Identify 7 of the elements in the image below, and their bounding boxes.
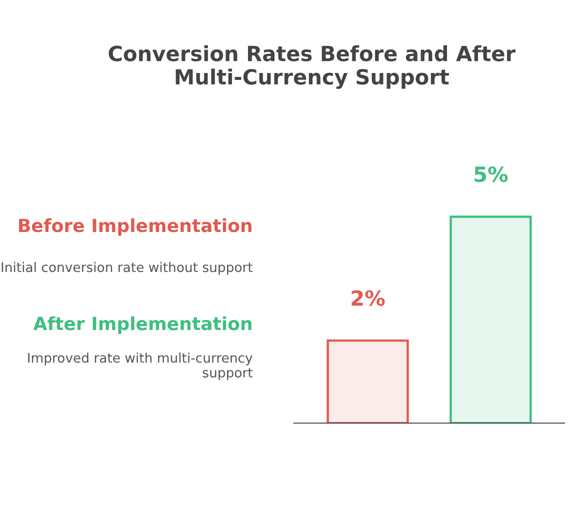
chart-title: Conversion Rates Before and After Multi-Currency Support [108,45,516,89]
text: Improved rate with multi-currency support [28,352,253,380]
data-label: 5% [474,166,508,182]
text: Before Implementation [19,218,252,236]
text: Initial conversion rate without support [2,262,253,275]
data-label: 2% [352,290,385,306]
text: After Implementation [33,316,252,334]
